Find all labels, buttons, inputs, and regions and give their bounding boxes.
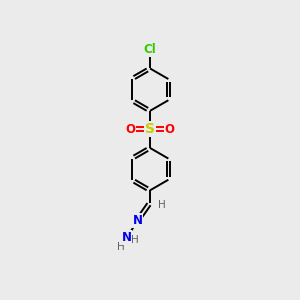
- Text: N: N: [133, 214, 142, 227]
- Text: H: H: [158, 200, 166, 210]
- Text: N: N: [122, 231, 131, 244]
- Text: O: O: [164, 123, 174, 136]
- Text: S: S: [145, 122, 155, 136]
- Text: Cl: Cl: [144, 43, 156, 56]
- Text: H: H: [131, 236, 139, 245]
- Text: H: H: [117, 242, 125, 252]
- Text: O: O: [126, 123, 136, 136]
